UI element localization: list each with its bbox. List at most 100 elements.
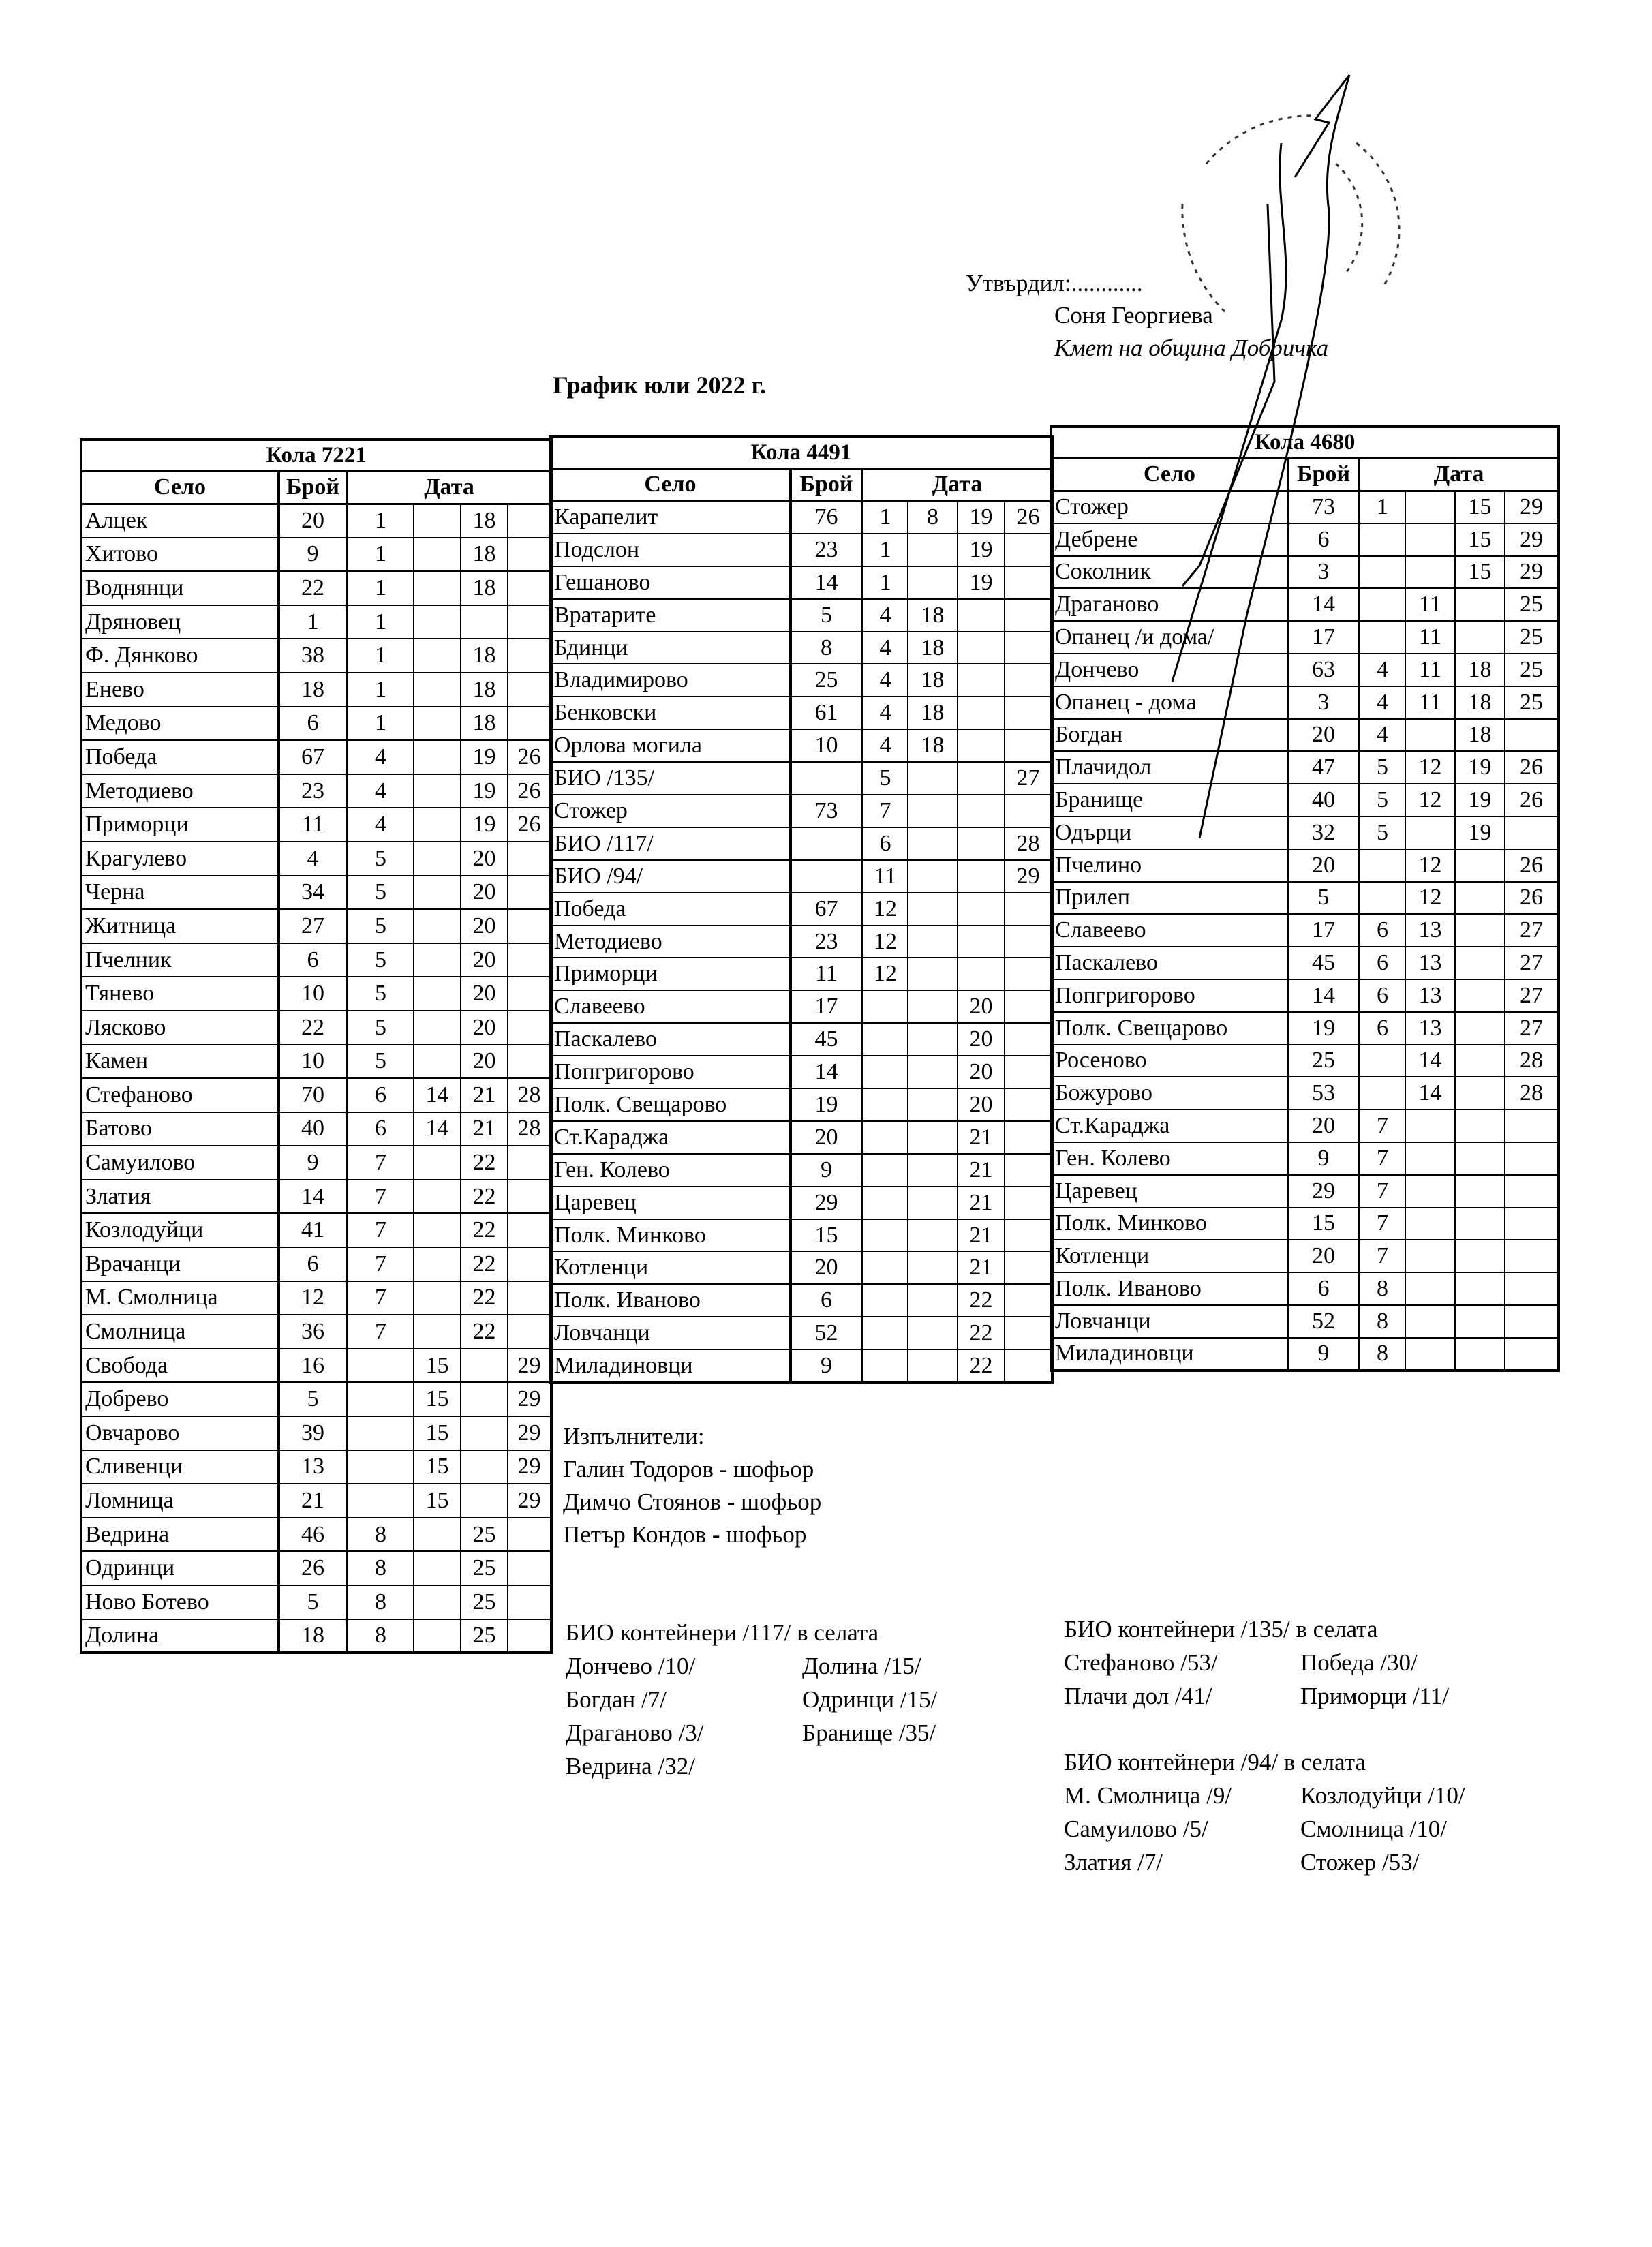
date-cell: 15 [413, 1416, 461, 1451]
date-cell: 12 [1405, 783, 1456, 817]
village-cell: М. Смолница [80, 1280, 279, 1316]
date-cell [907, 826, 958, 861]
date-cell: 7 [861, 794, 908, 828]
count-cell: 10 [789, 729, 863, 763]
date-cell [413, 1043, 461, 1080]
village-cell: БИО /94/ [549, 859, 791, 893]
count-cell: 46 [277, 1516, 348, 1553]
date-cell: 18 [907, 598, 958, 632]
date-cell [506, 604, 553, 640]
count-cell: 22 [277, 570, 348, 606]
column-header-village: Село [1050, 457, 1289, 492]
date-cell [413, 908, 461, 944]
table-row: Миладиновци 9 8 [1050, 1336, 1560, 1371]
count-cell: 20 [789, 1120, 863, 1155]
count-cell: 25 [789, 663, 863, 698]
bio-117-item: Богдан /7/ [566, 1686, 667, 1713]
village-cell: Дебрене [1050, 522, 1289, 557]
village-cell: Миладиновци [1050, 1336, 1289, 1371]
village-cell: Ген. Колево [549, 1152, 791, 1187]
date-cell: 4 [346, 739, 414, 775]
table-row: Ведрина 46 8 25 [80, 1516, 553, 1553]
village-cell: Бенковски [549, 696, 791, 731]
date-cell: 14 [1405, 1043, 1456, 1078]
date-cell [1003, 1088, 1054, 1122]
date-cell: 1 [346, 503, 414, 538]
date-cell [957, 826, 1005, 861]
village-cell: Пчелино [1050, 848, 1289, 883]
count-cell: 23 [789, 532, 863, 567]
village-cell: Приморци [549, 957, 791, 992]
village-cell: Лясково [80, 1009, 279, 1045]
date-cell [1454, 1174, 1505, 1208]
village-cell: Подслон [549, 532, 791, 567]
car-title: Кола 4491 [549, 436, 1054, 470]
date-cell: 8 [1358, 1304, 1406, 1339]
village-cell: Пчелник [80, 942, 279, 978]
date-cell: 13 [1405, 946, 1456, 980]
date-cell [506, 1280, 553, 1316]
date-cell: 4 [861, 630, 908, 665]
date-cell: 22 [957, 1283, 1005, 1318]
table-row: Приморци 11 12 [549, 957, 1054, 992]
count-cell: 17 [789, 990, 863, 1024]
table-row: Божурово 53 14 28 [1050, 1076, 1560, 1111]
bio-117-item: Ведрина /32/ [566, 1753, 695, 1779]
date-cell [907, 924, 958, 959]
date-cell [1454, 620, 1505, 654]
date-cell: 18 [460, 638, 508, 673]
date-cell: 1 [346, 705, 414, 742]
date-cell [1405, 1206, 1456, 1241]
table-row: Орлова могила 10 4 18 [549, 729, 1054, 763]
count-cell: 41 [277, 1212, 348, 1249]
bio-94-item: Стожер /53/ [1300, 1849, 1420, 1876]
date-cell: 11 [1405, 685, 1456, 720]
date-cell [861, 1316, 908, 1351]
date-cell: 18 [460, 536, 508, 572]
village-cell: Одърци [1050, 815, 1289, 850]
date-cell: 18 [1454, 652, 1505, 687]
date-cell [1503, 815, 1560, 850]
date-cell [506, 536, 553, 572]
village-cell: Стожер [549, 794, 791, 828]
village-cell: Славеево [1050, 913, 1289, 948]
count-cell: 6 [1287, 522, 1360, 557]
village-cell: Ново Ботево [80, 1585, 279, 1620]
village-cell: Бранище [1050, 783, 1289, 817]
date-cell: 22 [460, 1145, 508, 1180]
date-cell: 22 [460, 1212, 508, 1249]
bio-94-item: Самуилово /5/ [1064, 1816, 1208, 1842]
count-cell: 27 [277, 908, 348, 944]
date-cell: 14 [413, 1077, 461, 1113]
count-cell: 32 [1287, 815, 1360, 850]
date-cell [1003, 1055, 1054, 1090]
date-cell [1503, 1109, 1560, 1143]
table-row: Ф. Дянково 38 1 18 [80, 638, 553, 673]
count-cell: 52 [789, 1316, 863, 1351]
date-cell [1003, 1120, 1054, 1155]
village-cell: Ведрина [80, 1516, 279, 1553]
count-cell: 14 [789, 1055, 863, 1090]
date-cell: 21 [957, 1218, 1005, 1253]
table-row: Гешаново 14 1 19 [549, 565, 1054, 600]
table-row: Опанец - дома 3 4 11 18 25 [1050, 685, 1560, 720]
date-cell: 8 [346, 1550, 414, 1586]
date-cell [907, 990, 958, 1024]
table-row: Ломница 21 15 29 [80, 1483, 553, 1518]
village-cell: Паскалево [549, 1022, 791, 1057]
date-cell [907, 891, 958, 926]
date-cell [1003, 630, 1054, 665]
count-cell: 5 [1287, 881, 1360, 915]
date-cell: 11 [1405, 587, 1456, 622]
table-row: Соколник 3 15 29 [1050, 555, 1560, 590]
executor-2: Димчо Стоянов - шофьор [563, 1488, 822, 1515]
count-cell: 45 [789, 1022, 863, 1057]
date-cell [506, 942, 553, 978]
column-header-count: Брой [1287, 457, 1360, 492]
date-cell: 19 [957, 565, 1005, 600]
bio-94-title: БИО контейнери /94/ в селата [1064, 1749, 1366, 1775]
date-cell [1405, 815, 1456, 850]
table-row: Славеево 17 6 13 27 [1050, 913, 1560, 948]
village-cell: Ф. Дянково [80, 638, 279, 673]
date-cell [1358, 522, 1406, 557]
